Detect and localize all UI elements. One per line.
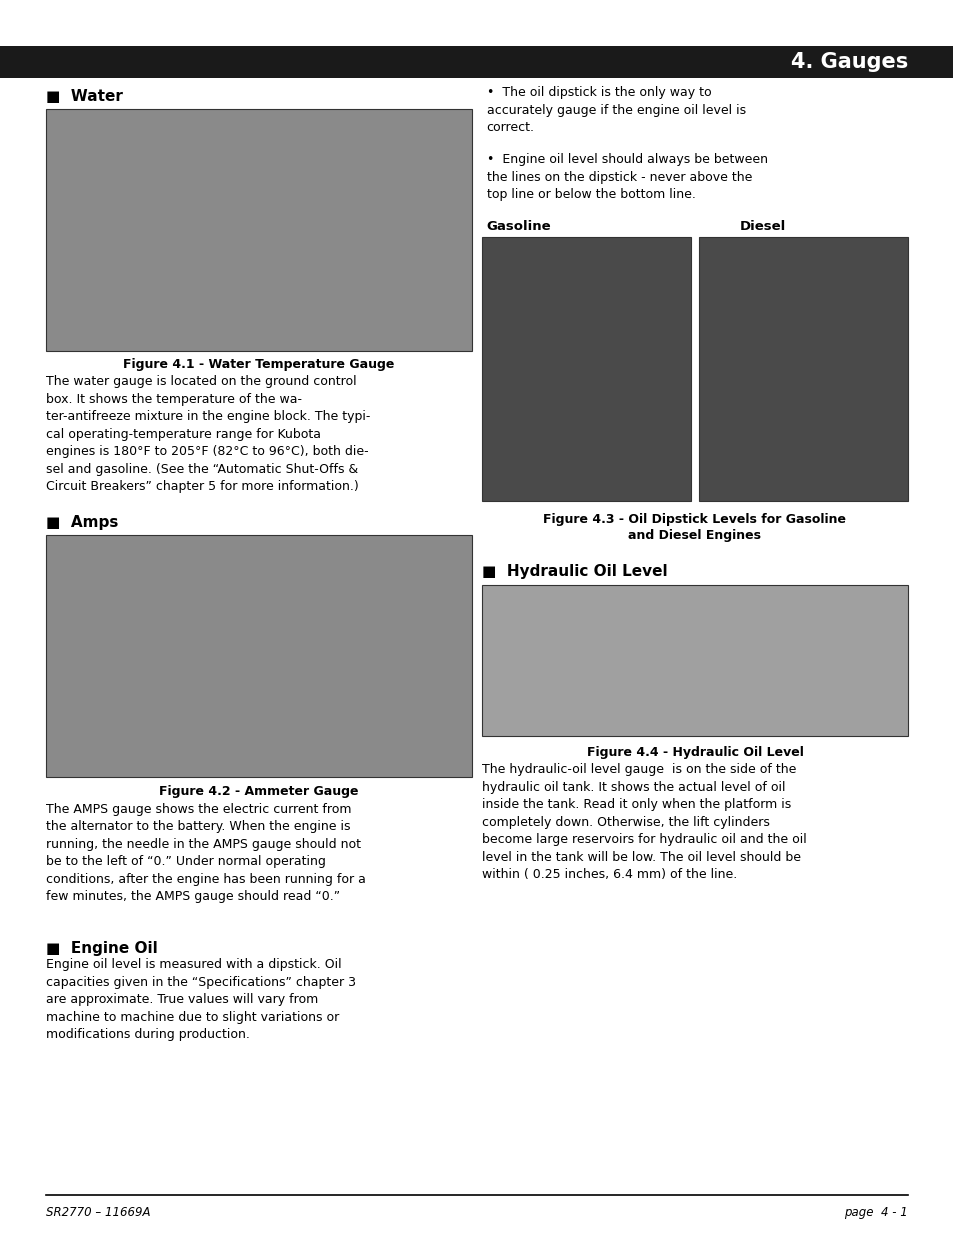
Text: page  4 - 1: page 4 - 1	[843, 1207, 907, 1219]
Text: •  The oil dipstick is the only way to
accurately gauge if the engine oil level : • The oil dipstick is the only way to ac…	[486, 86, 745, 135]
Text: ■  Engine Oil: ■ Engine Oil	[46, 941, 157, 956]
Text: Figure 4.4 - Hydraulic Oil Level: Figure 4.4 - Hydraulic Oil Level	[586, 746, 802, 760]
Text: Gasoline: Gasoline	[486, 220, 551, 233]
FancyBboxPatch shape	[0, 46, 953, 78]
FancyBboxPatch shape	[46, 535, 472, 777]
Text: Diesel: Diesel	[739, 220, 784, 233]
Text: ■  Water: ■ Water	[46, 89, 123, 104]
Text: Figure 4.2 - Ammeter Gauge: Figure 4.2 - Ammeter Gauge	[159, 785, 358, 799]
FancyBboxPatch shape	[481, 585, 907, 736]
Text: ■  Amps: ■ Amps	[46, 515, 118, 530]
Text: Figure 4.3 - Oil Dipstick Levels for Gasoline
and Diesel Engines: Figure 4.3 - Oil Dipstick Levels for Gas…	[543, 513, 845, 541]
Text: The AMPS gauge shows the electric current from
the alternator to the battery. Wh: The AMPS gauge shows the electric curren…	[46, 803, 365, 903]
Text: SR2770 – 11669A: SR2770 – 11669A	[46, 1207, 151, 1219]
Text: The hydraulic-oil level gauge  is on the side of the
hydraulic oil tank. It show: The hydraulic-oil level gauge is on the …	[481, 763, 805, 882]
Text: The water gauge is located on the ground control
box. It shows the temperature o: The water gauge is located on the ground…	[46, 375, 370, 494]
FancyBboxPatch shape	[481, 237, 690, 501]
FancyBboxPatch shape	[698, 237, 907, 501]
Text: •  Engine oil level should always be between
the lines on the dipstick - never a: • Engine oil level should always be betw…	[486, 153, 767, 201]
Text: Figure 4.1 - Water Temperature Gauge: Figure 4.1 - Water Temperature Gauge	[123, 358, 395, 372]
Text: 4. Gauges: 4. Gauges	[790, 52, 907, 72]
FancyBboxPatch shape	[46, 109, 472, 351]
Text: Engine oil level is measured with a dipstick. Oil
capacities given in the “Speci: Engine oil level is measured with a dips…	[46, 958, 355, 1041]
Text: ■  Hydraulic Oil Level: ■ Hydraulic Oil Level	[481, 564, 667, 579]
